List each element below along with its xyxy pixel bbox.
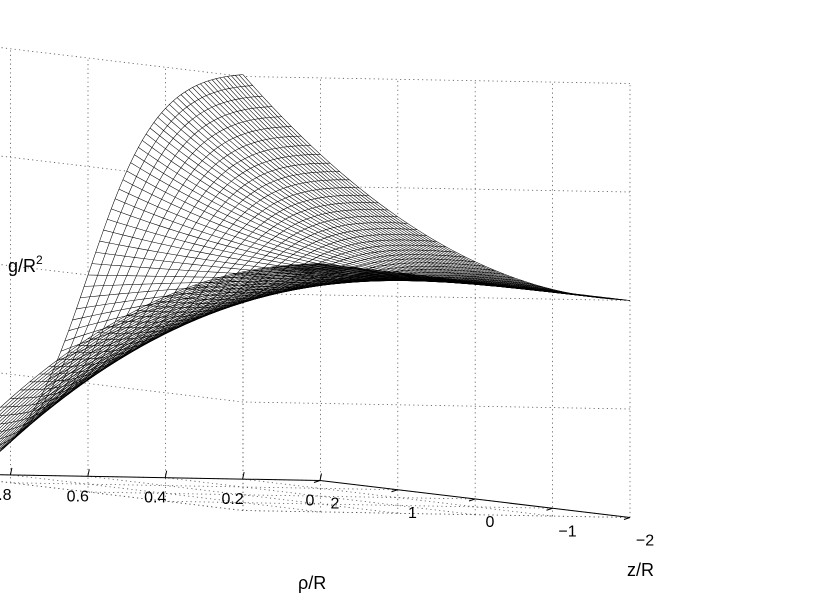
rho-axis-tick xyxy=(242,471,245,480)
zr-tick-label: −2 xyxy=(636,533,654,550)
mesh-line-constant-rho xyxy=(213,274,524,286)
mesh-line-constant-rho xyxy=(10,154,321,399)
mesh-line-constant-rho xyxy=(0,95,263,446)
floor-grid-line xyxy=(0,481,244,511)
side-wall-grid-line xyxy=(242,510,631,518)
surface-mesh xyxy=(0,74,631,452)
rho-tick-label: 0.6 xyxy=(67,488,89,505)
mesh-line-constant-rho xyxy=(165,258,476,300)
mesh-line-constant-rho xyxy=(0,145,311,408)
mesh-line-constant-rho xyxy=(0,85,253,450)
mesh-line-constant-rho xyxy=(58,194,369,360)
mesh-line-constant-rho xyxy=(0,74,244,452)
rho-axis-tick xyxy=(164,470,168,478)
rho-tick-label: 0 xyxy=(306,493,315,510)
side-wall-grid-line xyxy=(242,76,631,84)
mesh-line-constant-rho xyxy=(232,273,543,288)
mesh-line-constant-rho xyxy=(78,209,389,347)
zr-tick-label: −1 xyxy=(558,523,576,540)
zr-axis-tick xyxy=(468,498,476,502)
rho-tick-label: 0.2 xyxy=(221,491,243,508)
mesh-line-constant-rho xyxy=(155,254,466,304)
mesh-line-constant-rho xyxy=(97,222,408,334)
zr-axis-tick xyxy=(313,480,321,483)
rho-tick-label: 0.8 xyxy=(0,487,12,504)
rho-tick-label: 0.4 xyxy=(144,490,166,507)
mesh-line-constant-rho xyxy=(203,272,514,288)
rho-axis-tick xyxy=(9,467,13,476)
floor-grid-line xyxy=(10,474,321,513)
mesh-line-constant-rho xyxy=(49,187,360,367)
mesh-line-constant-rho xyxy=(223,276,534,285)
mesh-line-constant-rho xyxy=(0,106,273,440)
rho-axis-line xyxy=(0,474,321,481)
zr-axis-tick xyxy=(546,507,553,511)
mesh-line-constant-rho xyxy=(0,126,292,425)
back-wall-grid-line xyxy=(0,47,244,77)
rho-axis-tick xyxy=(319,473,322,481)
mesh-line-constant-rho xyxy=(107,228,418,328)
mesh-line-constant-rho xyxy=(87,215,398,340)
mesh-line-constant-z xyxy=(6,272,394,446)
zr-axis-tick xyxy=(623,517,631,520)
z-axis-label: g/R2 xyxy=(8,253,43,276)
mesh-line-constant-rho xyxy=(145,249,456,308)
rho-axis-tick xyxy=(87,469,90,477)
floor-grid-line xyxy=(87,475,398,514)
floor-grid-line xyxy=(242,478,553,517)
back-wall-grid-line xyxy=(0,481,244,511)
mesh-line-constant-rho xyxy=(116,234,427,323)
side-wall-grid-line xyxy=(242,401,631,410)
zr-axis-label: z/R xyxy=(627,560,654,580)
zr-tick-label: 0 xyxy=(486,514,495,531)
mesh-line-constant-rho xyxy=(194,269,505,291)
zr-axis-tick xyxy=(391,489,398,493)
mesh-line-constant-rho xyxy=(174,262,485,297)
mesh-line-constant-rho xyxy=(39,179,350,375)
zr-tick-label: 2 xyxy=(331,496,340,513)
mesh-line-constant-z xyxy=(10,272,398,442)
mesh-line-constant-rho xyxy=(252,269,563,292)
mesh-line-constant-rho xyxy=(126,239,437,318)
floor-grid-line xyxy=(165,477,476,516)
mesh-line-constant-rho xyxy=(0,135,302,416)
axes xyxy=(0,467,631,520)
mesh-line-constant-rho xyxy=(29,171,340,383)
zr-tick-label: 1 xyxy=(408,505,417,522)
mesh-line-constant-rho xyxy=(136,244,447,313)
mesh-line-constant-rho xyxy=(0,116,282,433)
rho-axis-label: ρ/R xyxy=(298,573,326,593)
